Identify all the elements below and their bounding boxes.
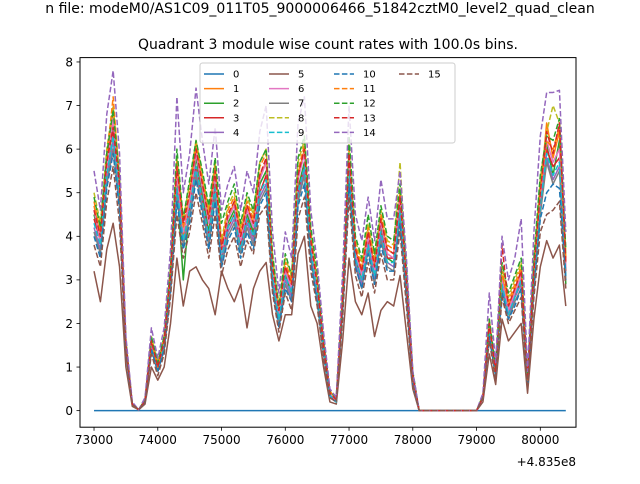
y-tick-label: 7 — [65, 99, 73, 113]
y-tick-label: 4 — [65, 230, 73, 244]
legend-label-10: 10 — [363, 70, 376, 81]
chart-title: Quadrant 3 module wise count rates with … — [138, 37, 518, 53]
legend-label-3: 3 — [233, 113, 239, 124]
figure-suptitle: n file: modeM0/AS1C09_011T05_9000006466_… — [45, 1, 594, 17]
x-tick-label: 78000 — [394, 433, 432, 447]
legend-label-15: 15 — [428, 70, 441, 81]
legend-label-14: 14 — [363, 128, 376, 139]
legend-label-6: 6 — [298, 84, 304, 95]
x-tick-label: 74000 — [139, 433, 177, 447]
x-tick-label: 77000 — [330, 433, 368, 447]
legend-label-13: 13 — [363, 113, 376, 124]
legend-label-2: 2 — [233, 99, 239, 110]
y-tick-label: 3 — [65, 273, 73, 287]
y-tick-label: 5 — [65, 186, 73, 200]
legend-box — [199, 62, 456, 144]
y-axis: 0 1 2 3 4 5 6 7 8 — [65, 55, 80, 418]
series-line-10 — [93, 152, 567, 412]
legend-label-11: 11 — [363, 84, 376, 95]
legend-label-9: 9 — [298, 128, 304, 139]
legend-label-7: 7 — [298, 99, 304, 110]
legend-label-4: 4 — [233, 128, 239, 139]
series-line-5 — [93, 222, 567, 412]
legend-label-1: 1 — [233, 84, 239, 95]
legend-label-0: 0 — [233, 70, 239, 81]
series-line-14 — [93, 69, 567, 412]
legend-label-8: 8 — [298, 113, 304, 124]
x-axis-offset-label: +4.835e8 — [517, 455, 576, 469]
y-tick-label: 0 — [65, 404, 73, 418]
legend-label-12: 12 — [363, 99, 376, 110]
x-tick-label: 75000 — [202, 433, 240, 447]
x-tick-label: 79000 — [457, 433, 495, 447]
y-tick-label: 6 — [65, 142, 73, 156]
axes-frame — [79, 57, 577, 428]
x-tick-label: 80000 — [521, 433, 559, 447]
series-line-15 — [93, 165, 567, 412]
y-tick-label: 1 — [65, 360, 73, 374]
plot-lines — [93, 69, 567, 412]
x-axis: 73000 74000 75000 76000 77000 78000 79000 80000 — [75, 427, 559, 447]
legend-label-5: 5 — [298, 70, 304, 81]
x-tick-label: 76000 — [266, 433, 304, 447]
x-tick-label: 73000 — [75, 433, 113, 447]
y-tick-label: 2 — [65, 317, 73, 331]
y-tick-label: 8 — [65, 55, 73, 69]
